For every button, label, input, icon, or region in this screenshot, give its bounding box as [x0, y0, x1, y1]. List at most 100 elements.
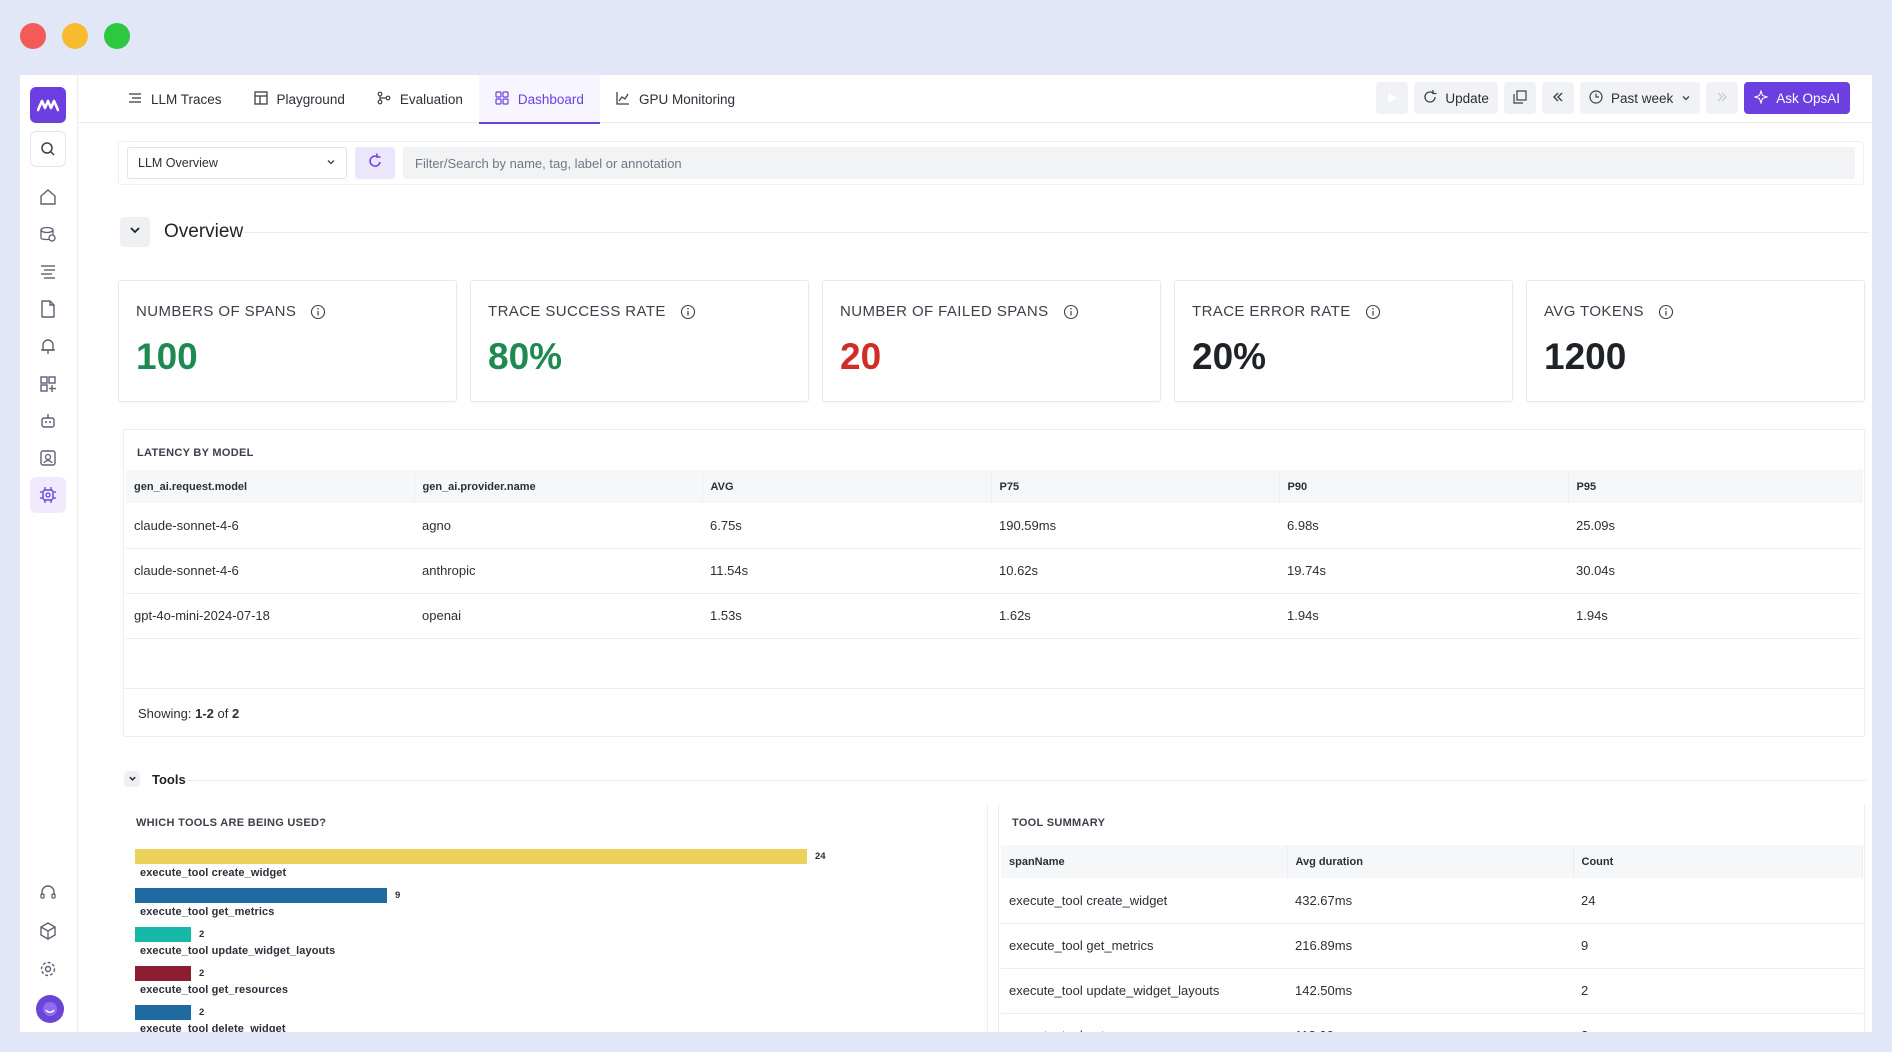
table-cell: 2 — [1573, 1013, 1863, 1032]
sparkle-icon — [1753, 88, 1769, 107]
play-button[interactable] — [1376, 82, 1409, 114]
minimize-window-button[interactable] — [62, 23, 88, 49]
chart-bar-row: 9 execute_tool get_metrics — [135, 888, 985, 927]
tab-gpu-monitoring[interactable]: GPU Monitoring — [600, 75, 751, 123]
tab-dashboard[interactable]: Dashboard — [478, 75, 600, 124]
column-header[interactable]: P95 — [1568, 470, 1862, 503]
showing-prefix: Showing: — [138, 706, 196, 721]
info-icon[interactable] — [680, 304, 696, 320]
chart-bar[interactable] — [135, 849, 807, 864]
table-cell: 2 — [1573, 968, 1863, 1014]
table-cell: 11.54s — [702, 548, 991, 594]
table-cell: 1.94s — [1568, 593, 1862, 639]
info-icon[interactable] — [310, 304, 326, 320]
alerts-icon[interactable] — [30, 328, 66, 364]
column-header[interactable]: gen_ai.request.model — [126, 470, 415, 503]
chart-category-label: execute_tool delete_widget — [140, 1023, 286, 1032]
filter-mode-button[interactable] — [355, 147, 395, 179]
filter-row: LLM Overview Filter/Search by name, tag,… — [118, 141, 1864, 185]
table-row[interactable]: claude-sonnet-4-6 agno 6.75s 190.59ms 6.… — [126, 503, 1862, 549]
tool-usage-title: WHICH TOOLS ARE BEING USED? — [136, 817, 327, 829]
dashboard-select[interactable]: LLM Overview — [127, 147, 347, 179]
copy-button[interactable] — [1503, 82, 1536, 114]
package-icon[interactable] — [30, 913, 66, 949]
bot-icon[interactable] — [30, 403, 66, 439]
chart-data-label: 24 — [815, 851, 826, 862]
document-icon[interactable] — [30, 291, 66, 327]
dashboard-select-value: LLM Overview — [138, 156, 218, 170]
maximize-window-button[interactable] — [104, 23, 130, 49]
chart-bar-row: 24 execute_tool create_widget — [135, 849, 985, 888]
table-row[interactable]: claude-sonnet-4-6 anthropic 11.54s 10.62… — [126, 548, 1862, 594]
column-header[interactable]: AVG — [702, 470, 992, 503]
chart-bar[interactable] — [135, 1005, 191, 1020]
branch-icon — [377, 91, 391, 108]
chart-bar[interactable] — [135, 888, 387, 903]
chevron-down-icon — [326, 156, 336, 170]
table-row[interactable]: execute_tool create_widget 432.67ms 24 — [1001, 878, 1863, 924]
previous-range-button[interactable] — [1541, 82, 1574, 114]
next-range-button[interactable] — [1706, 82, 1739, 114]
user-monitor-icon[interactable] — [30, 440, 66, 476]
tab-label: Dashboard — [517, 91, 584, 107]
tab-llm-traces[interactable]: LLM Traces — [112, 75, 238, 123]
logs-icon[interactable] — [30, 253, 66, 289]
table-cell: 142.50ms — [1287, 968, 1573, 1014]
table-row[interactable]: execute_tool get_resources 118.00ms 2 — [1001, 1013, 1863, 1032]
tab-evaluation[interactable]: Evaluation — [361, 75, 479, 123]
tool-summary-panel: TOOL SUMMARY spanName Avg duration Count… — [998, 803, 1865, 1032]
tab-label: GPU Monitoring — [638, 91, 735, 107]
overview-section-header: Overview — [120, 217, 243, 247]
table-row[interactable]: execute_tool update_widget_layouts 142.5… — [1001, 968, 1863, 1014]
llm-observability-icon[interactable] — [30, 477, 66, 513]
database-icon[interactable] — [30, 216, 66, 252]
update-button[interactable]: Update — [1414, 82, 1498, 114]
info-icon[interactable] — [1658, 304, 1674, 320]
app-logo[interactable] — [30, 87, 66, 123]
tools-section-header: Tools — [124, 771, 186, 787]
table-row[interactable]: gpt-4o-mini-2024-07-18 openai 1.53s 1.62… — [126, 593, 1862, 639]
table-cell: execute_tool update_widget_layouts — [1001, 968, 1287, 1014]
divider — [186, 780, 1866, 781]
table-cell: 432.67ms — [1287, 878, 1573, 924]
info-icon[interactable] — [1365, 304, 1381, 320]
tab-playground[interactable]: Playground — [238, 75, 361, 123]
card-value: 20 — [840, 336, 882, 377]
time-range-select[interactable]: Past week — [1579, 82, 1701, 114]
toolbar: Update Past week Ask OpsAI — [1376, 82, 1850, 114]
list-icon — [128, 91, 142, 108]
info-icon[interactable] — [1063, 304, 1079, 320]
chart-bar[interactable] — [135, 966, 191, 981]
close-window-button[interactable] — [20, 23, 46, 49]
table-row[interactable]: execute_tool get_metrics 216.89ms 9 — [1001, 923, 1863, 969]
chart-bar-row: 2 execute_tool delete_widget — [135, 1005, 985, 1032]
table-cell: 19.74s — [1279, 548, 1568, 594]
support-icon[interactable] — [30, 875, 66, 911]
tool-usage-chart: 24 execute_tool create_widget 9 execute_too… — [123, 849, 983, 1032]
table-cell: execute_tool get_resources — [1001, 1013, 1287, 1032]
collapse-overview-button[interactable] — [120, 217, 150, 247]
search-icon[interactable] — [30, 131, 66, 167]
search-placeholder: Filter/Search by name, tag, label or ann… — [415, 155, 682, 171]
table-cell: 10.62s — [991, 548, 1279, 594]
settings-gear-icon[interactable] — [30, 951, 66, 987]
column-header[interactable]: Avg duration — [1287, 845, 1574, 878]
column-header[interactable]: gen_ai.provider.name — [414, 470, 703, 503]
column-header[interactable]: Count — [1573, 845, 1863, 878]
divider — [243, 232, 1869, 233]
clock-icon — [1589, 89, 1603, 107]
column-header[interactable]: spanName — [1001, 845, 1288, 878]
chart-bar[interactable] — [135, 927, 191, 942]
update-label: Update — [1445, 90, 1489, 106]
column-header[interactable]: P75 — [991, 470, 1280, 503]
table-cell: gpt-4o-mini-2024-07-18 — [126, 593, 414, 639]
card-value: 100 — [136, 336, 198, 377]
add-widget-icon[interactable] — [30, 366, 66, 402]
user-avatar[interactable] — [36, 995, 64, 1023]
column-header[interactable]: P90 — [1279, 470, 1569, 503]
ask-opsai-button[interactable]: Ask OpsAI — [1744, 82, 1850, 114]
collapse-tools-button[interactable] — [124, 771, 140, 787]
search-input[interactable]: Filter/Search by name, tag, label or ann… — [403, 147, 1855, 179]
table-cell: 25.09s — [1568, 503, 1862, 549]
home-icon[interactable] — [30, 179, 66, 215]
